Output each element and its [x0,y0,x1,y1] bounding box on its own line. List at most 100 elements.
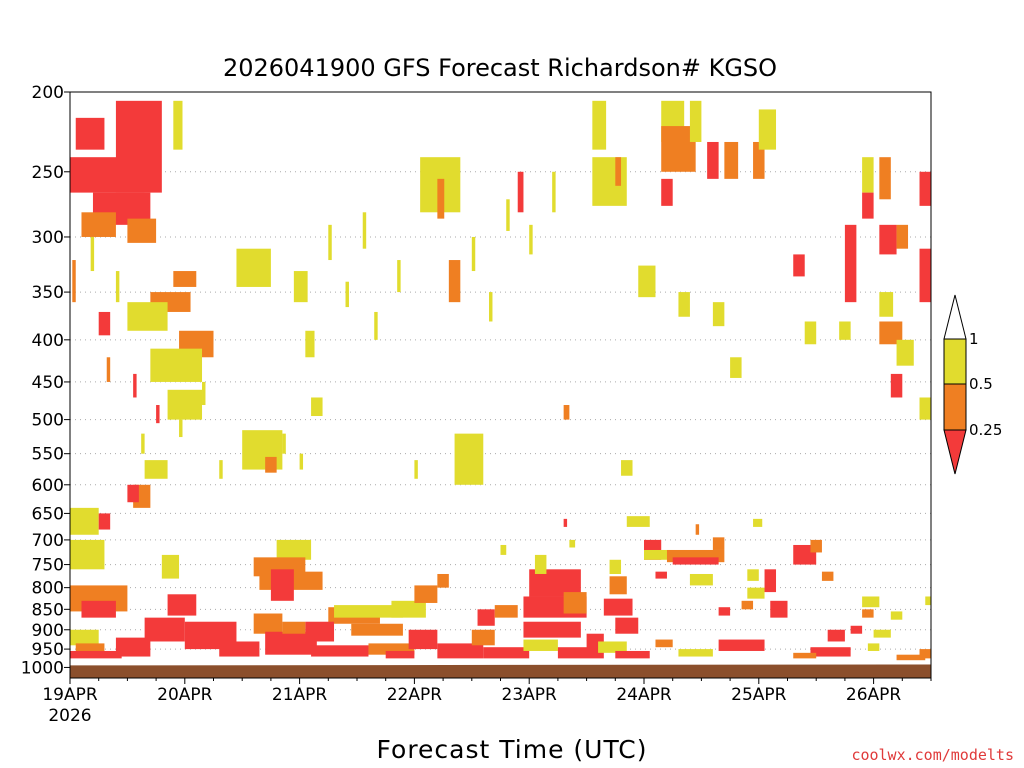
ri-speck [299,453,304,470]
ri-cell [253,613,283,634]
ri-cell [609,559,622,574]
y-tick-label: 1000 [21,658,64,678]
ri-cell [236,248,271,287]
ri-speck [471,236,476,272]
ri-cell [810,647,851,657]
ri-cell [167,594,197,616]
ri-cell [770,600,788,618]
ground-surface [70,664,931,678]
ri-cell [368,643,415,655]
ri-cell [265,631,317,655]
ri-speck [133,373,137,398]
ri-cell [477,609,495,626]
y-axis: 200 250 300 350 400 450 500 550 600 650 700 750 8008… [21,83,70,678]
ri-cell [70,507,99,535]
y-tick-label: 800 [32,579,64,599]
ri-speck [414,460,418,479]
ri-cell [598,641,627,653]
y-tick-label: 300 [32,228,64,248]
x-tick-label: 26APR [846,685,902,705]
x-axis: 19APR 20APR 21APR 22APR 23APR 24APR 25APR 26APR [42,678,932,705]
ri-speck [804,321,817,345]
ri-cell [173,271,197,287]
legend-swatch-yellow [943,338,967,385]
ri-speck [72,260,76,303]
ri-cell [351,623,403,636]
x-tick-label: 21APR [272,685,328,705]
ri-cell [793,254,805,277]
ri-cell [896,224,909,249]
ri-speck [106,357,111,382]
ri-speck [500,544,507,555]
ri-cell [81,212,116,237]
ri-cell [655,571,667,579]
ri-cell [747,587,765,599]
ri-speck [282,433,286,454]
ri-cell [793,652,817,659]
y-tick-label: 450 [32,373,64,393]
ri-cell [282,621,306,634]
legend-swatch-orange [943,383,967,431]
ri-cell [311,645,369,657]
ri-cell [161,554,180,579]
ri-speck [529,224,533,255]
ri-cell [311,397,323,417]
ri-cell [563,592,587,614]
ri-cell [437,643,484,659]
ri-cell [850,625,863,634]
ri-cell [644,549,673,560]
y-tick-label: 400 [32,331,64,351]
ri-cell [827,629,845,642]
ri-speck [156,405,160,424]
ri-cell [919,248,931,303]
ri-cell [919,397,931,420]
ri-cell [689,100,702,142]
ri-cell [293,271,308,303]
y-tick-label: 850 [32,600,64,620]
ri-cell [609,576,627,595]
ri-cell [81,600,116,618]
x-tick-label: 25APR [731,685,787,705]
ri-cell [471,629,495,646]
ri-cell [603,598,633,616]
ri-cell [70,629,99,646]
ri-speck [506,199,510,231]
legend-label-0.25: 0.25 [969,421,1002,439]
ri-cell [115,100,162,193]
ri-cell [718,607,731,616]
ri-cell [879,157,891,200]
y-tick-label: 500 [32,411,64,431]
ri-cell [626,516,650,527]
ri-cell [862,609,874,618]
credit-text: coolwx.com/modelts [851,746,1014,764]
ri-cell [167,389,203,420]
ground-layer [70,662,931,678]
ri-speck [90,236,95,272]
ri-cell [689,573,713,586]
ri-speck [202,381,206,406]
ri-cell [305,330,315,358]
y-tick-label: 750 [32,556,64,576]
ri-cell [408,629,438,650]
ri-cell [150,348,203,382]
richardson-cells [70,100,931,661]
x-tick-label: 23APR [502,685,558,705]
ri-cell [75,117,105,150]
ri-cell [879,224,897,255]
ri-cell [867,643,880,651]
ri-speck [489,292,493,322]
ri-cell [219,641,260,657]
ri-cell [724,141,739,179]
legend-label-0.5: 0.5 [969,375,993,393]
ri-cell [557,647,604,659]
x-tick-label: 24APR [616,685,672,705]
ri-speck [730,357,742,378]
legend-arrow-bottom-red [943,429,967,475]
ri-speck [569,539,576,548]
ri-cell [391,600,426,618]
ri-speck [345,281,349,308]
x-tick-label: 22APR [387,685,443,705]
ri-speck [839,321,851,340]
ri-speck [621,460,633,476]
